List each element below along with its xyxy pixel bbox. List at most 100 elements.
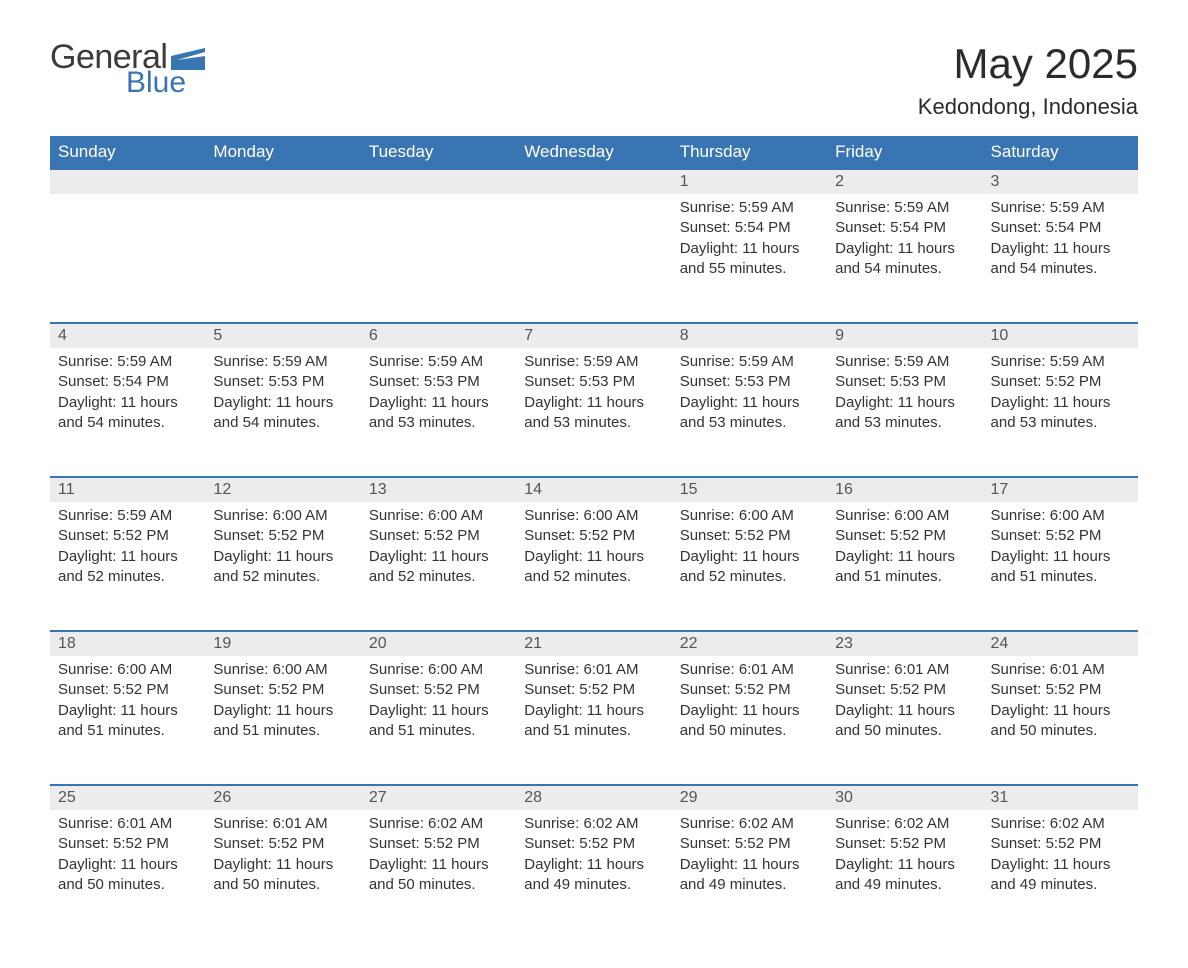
day-number: 16 bbox=[827, 478, 982, 502]
daylight-line: Daylight: 11 hours and 53 minutes. bbox=[524, 393, 663, 434]
day-number: 5 bbox=[205, 324, 360, 348]
day-details-cell: Sunrise: 6:00 AMSunset: 5:52 PMDaylight:… bbox=[205, 502, 360, 631]
sunset-line: Sunset: 5:52 PM bbox=[213, 526, 352, 546]
sunrise-line: Sunrise: 5:59 AM bbox=[991, 198, 1130, 218]
sunrise-line: Sunrise: 5:59 AM bbox=[991, 352, 1130, 372]
week-daynum-row: 45678910 bbox=[50, 323, 1138, 348]
day-details-cell: Sunrise: 6:01 AMSunset: 5:52 PMDaylight:… bbox=[50, 810, 205, 938]
day-number: 21 bbox=[516, 632, 671, 656]
day-number bbox=[50, 170, 205, 194]
day-number: 29 bbox=[672, 786, 827, 810]
day-details-cell: Sunrise: 5:59 AMSunset: 5:53 PMDaylight:… bbox=[361, 348, 516, 477]
day-number: 12 bbox=[205, 478, 360, 502]
day-details-cell: Sunrise: 6:02 AMSunset: 5:52 PMDaylight:… bbox=[361, 810, 516, 938]
daylight-line: Daylight: 11 hours and 50 minutes. bbox=[680, 701, 819, 742]
day-number-cell bbox=[205, 169, 360, 194]
day-details: Sunrise: 5:59 AMSunset: 5:53 PMDaylight:… bbox=[361, 348, 516, 443]
day-details-cell: Sunrise: 5:59 AMSunset: 5:54 PMDaylight:… bbox=[672, 194, 827, 323]
week-details-row: Sunrise: 5:59 AMSunset: 5:54 PMDaylight:… bbox=[50, 194, 1138, 323]
day-number-cell: 3 bbox=[983, 169, 1138, 194]
day-details bbox=[361, 194, 516, 208]
sunrise-line: Sunrise: 6:02 AM bbox=[524, 814, 663, 834]
day-number-cell: 19 bbox=[205, 631, 360, 656]
day-details: Sunrise: 6:02 AMSunset: 5:52 PMDaylight:… bbox=[827, 810, 982, 905]
brand-word2: Blue bbox=[126, 68, 205, 98]
day-details: Sunrise: 6:01 AMSunset: 5:52 PMDaylight:… bbox=[516, 656, 671, 751]
day-details: Sunrise: 6:00 AMSunset: 5:52 PMDaylight:… bbox=[361, 502, 516, 597]
sunset-line: Sunset: 5:52 PM bbox=[991, 834, 1130, 854]
day-details: Sunrise: 6:01 AMSunset: 5:52 PMDaylight:… bbox=[983, 656, 1138, 751]
day-number bbox=[361, 170, 516, 194]
sunset-line: Sunset: 5:53 PM bbox=[369, 372, 508, 392]
day-number-cell: 23 bbox=[827, 631, 982, 656]
day-details: Sunrise: 5:59 AMSunset: 5:53 PMDaylight:… bbox=[205, 348, 360, 443]
week-details-row: Sunrise: 5:59 AM Sunset: 5:54 PM Daylight:… bbox=[50, 348, 1138, 477]
daylight-line: Daylight: 11 hours and 53 minutes. bbox=[369, 393, 508, 434]
sunset-line: Sunset: 5:52 PM bbox=[524, 834, 663, 854]
day-number-cell: 30 bbox=[827, 785, 982, 810]
week-daynum-row: 123 bbox=[50, 169, 1138, 194]
day-number: 9 bbox=[827, 324, 982, 348]
day-details: Sunrise: 5:59 AMSunset: 5:54 PMDaylight:… bbox=[672, 194, 827, 289]
daylight-line: Daylight: 11 hours and 51 minutes. bbox=[213, 701, 352, 742]
sunrise-line: Sunrise: 6:00 AM bbox=[991, 506, 1130, 526]
day-details: Sunrise: 6:00 AMSunset: 5:52 PMDaylight:… bbox=[672, 502, 827, 597]
day-details-cell: Sunrise: 6:00 AMSunset: 5:52 PMDaylight:… bbox=[516, 502, 671, 631]
sunrise-line: Sunrise: 6:02 AM bbox=[835, 814, 974, 834]
sunset-line: Sunset: 5:54 PM bbox=[991, 218, 1130, 238]
daylight-line: Daylight: 11 hours and 52 minutes. bbox=[369, 547, 508, 588]
day-number: 2 bbox=[827, 170, 982, 194]
day-details-cell: Sunrise: 5:59 AMSunset: 5:52 PMDaylight:… bbox=[50, 502, 205, 631]
location-label: Kedondong, Indonesia bbox=[918, 94, 1138, 120]
sunset-line: Sunset: 5:52 PM bbox=[991, 372, 1130, 392]
sunrise-line: Sunrise: 6:00 AM bbox=[369, 506, 508, 526]
sunrise-line: Sunrise: 5:59 AM bbox=[213, 352, 352, 372]
day-number-cell: 5 bbox=[205, 323, 360, 348]
day-details-cell: Sunrise: 6:01 AMSunset: 5:52 PMDaylight:… bbox=[205, 810, 360, 938]
daylight-line: Daylight: 11 hours and 52 minutes. bbox=[213, 547, 352, 588]
day-details-cell: Sunrise: 6:00 AMSunset: 5:52 PMDaylight:… bbox=[361, 656, 516, 785]
day-details-cell: Sunrise: 5:59 AMSunset: 5:54 PMDaylight:… bbox=[50, 348, 205, 477]
sunset-line: Sunset: 5:52 PM bbox=[213, 680, 352, 700]
daylight-line: Daylight: 11 hours and 51 minutes. bbox=[835, 547, 974, 588]
daylight-line: Daylight: 11 hours and 52 minutes. bbox=[524, 547, 663, 588]
day-number: 11 bbox=[50, 478, 205, 502]
daylight-line: Daylight: 11 hours and 50 minutes. bbox=[213, 855, 352, 896]
day-details-cell: Sunrise: 6:02 AMSunset: 5:52 PMDaylight:… bbox=[516, 810, 671, 938]
day-number: 4 bbox=[50, 324, 205, 348]
sunrise-line: Sunrise: 6:01 AM bbox=[58, 814, 197, 834]
day-details-cell bbox=[361, 194, 516, 323]
day-details: Sunrise: 6:00 AMSunset: 5:52 PMDaylight:… bbox=[205, 656, 360, 751]
sunset-line: Sunset: 5:53 PM bbox=[835, 372, 974, 392]
daylight-line: Daylight: 11 hours and 54 minutes. bbox=[213, 393, 352, 434]
daylight-line: Daylight: 11 hours and 49 minutes. bbox=[680, 855, 819, 896]
day-number-cell: 15 bbox=[672, 477, 827, 502]
week-daynum-row: 11121314151617 bbox=[50, 477, 1138, 502]
day-details: Sunrise: 5:59 AMSunset: 5:54 PMDaylight:… bbox=[50, 348, 205, 443]
day-details bbox=[516, 194, 671, 208]
day-details-cell: Sunrise: 5:59 AMSunset: 5:54 PMDaylight:… bbox=[827, 194, 982, 323]
sunset-line: Sunset: 5:54 PM bbox=[58, 372, 197, 392]
day-number-cell: 31 bbox=[983, 785, 1138, 810]
sunrise-line: Sunrise: 5:59 AM bbox=[524, 352, 663, 372]
day-details-cell: Sunrise: 5:59 AMSunset: 5:52 PMDaylight:… bbox=[983, 348, 1138, 477]
day-number: 19 bbox=[205, 632, 360, 656]
sunrise-line: Sunrise: 6:01 AM bbox=[524, 660, 663, 680]
day-details bbox=[205, 194, 360, 208]
sunrise-line: Sunrise: 5:59 AM bbox=[58, 506, 197, 526]
daylight-line: Daylight: 11 hours and 50 minutes. bbox=[369, 855, 508, 896]
day-number-cell: 9 bbox=[827, 323, 982, 348]
day-details: Sunrise: 6:01 AMSunset: 5:52 PMDaylight:… bbox=[672, 656, 827, 751]
daylight-line: Daylight: 11 hours and 49 minutes. bbox=[991, 855, 1130, 896]
day-details: Sunrise: 6:01 AMSunset: 5:52 PMDaylight:… bbox=[205, 810, 360, 905]
day-number-cell: 18 bbox=[50, 631, 205, 656]
sunset-line: Sunset: 5:52 PM bbox=[680, 834, 819, 854]
sunset-line: Sunset: 5:52 PM bbox=[991, 526, 1130, 546]
sunset-line: Sunset: 5:53 PM bbox=[213, 372, 352, 392]
daylight-line: Daylight: 11 hours and 49 minutes. bbox=[524, 855, 663, 896]
day-details: Sunrise: 6:02 AMSunset: 5:52 PMDaylight:… bbox=[672, 810, 827, 905]
daylight-line: Daylight: 11 hours and 51 minutes. bbox=[524, 701, 663, 742]
day-details-cell: Sunrise: 6:00 AMSunset: 5:52 PMDaylight:… bbox=[672, 502, 827, 631]
day-number: 27 bbox=[361, 786, 516, 810]
sunrise-line: Sunrise: 6:00 AM bbox=[835, 506, 974, 526]
